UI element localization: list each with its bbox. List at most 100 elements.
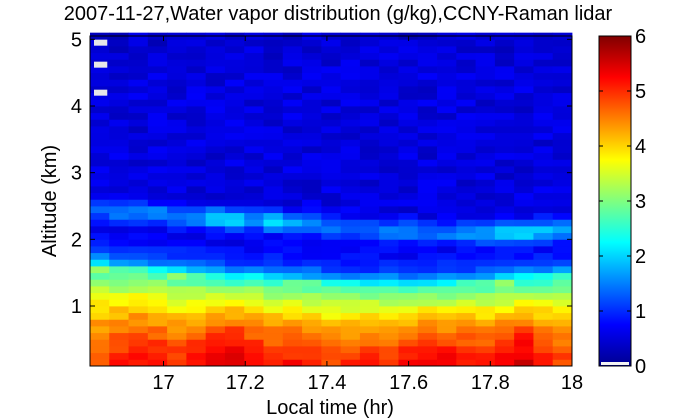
heatmap-cell	[147, 239, 168, 247]
heatmap-cell	[224, 192, 245, 200]
heatmap-cell	[359, 192, 380, 200]
heatmap-cell	[109, 172, 129, 180]
heatmap-cell	[109, 86, 129, 94]
heatmap-cell	[205, 286, 226, 294]
heatmap-cell	[167, 246, 187, 254]
heatmap-cell	[456, 99, 476, 107]
heatmap-cell	[224, 159, 245, 167]
heatmap-cell	[456, 59, 476, 67]
heatmap-cell	[437, 132, 457, 140]
heatmap-cell	[533, 192, 554, 200]
heatmap-cell	[475, 339, 496, 347]
heatmap-cell	[514, 79, 534, 87]
heatmap-cell	[552, 166, 573, 174]
heatmap-cell	[514, 206, 534, 214]
heatmap-cell	[475, 292, 496, 300]
heatmap-cell	[456, 272, 476, 280]
heatmap-cell	[263, 72, 284, 80]
heatmap-cell	[514, 332, 534, 340]
heatmap-cell	[109, 339, 129, 347]
heatmap-cell	[167, 132, 187, 140]
heatmap-cell	[533, 159, 554, 167]
heatmap-cell	[398, 306, 419, 314]
heatmap-cell	[109, 186, 129, 194]
heatmap-cell	[398, 206, 419, 214]
heatmap-cell	[321, 79, 342, 87]
heatmap-cell	[282, 326, 303, 334]
heatmap-cell	[514, 119, 534, 127]
heatmap-cell	[282, 319, 303, 327]
heatmap-cell	[533, 79, 554, 87]
heatmap-cell	[398, 179, 419, 187]
heatmap-cell	[167, 172, 187, 180]
heatmap-cell	[475, 259, 496, 267]
heatmap-cell	[282, 72, 303, 80]
heatmap-cell	[340, 66, 361, 74]
heatmap-cell	[417, 172, 438, 180]
heatmap-cell	[263, 59, 284, 67]
heatmap-cell	[340, 159, 361, 167]
heatmap-cell	[224, 79, 245, 87]
heatmap-cell	[128, 106, 149, 114]
heatmap-cell	[263, 206, 284, 214]
heatmap-cell	[263, 92, 284, 100]
heatmap-cell	[398, 106, 419, 114]
heatmap-cell	[109, 166, 129, 174]
heatmap-cell	[205, 66, 226, 74]
heatmap-cell	[282, 359, 303, 367]
heatmap-cell	[186, 166, 207, 174]
heatmap-cell	[244, 286, 264, 294]
heatmap-cell	[90, 139, 110, 147]
heatmap-cell	[398, 286, 419, 294]
heatmap-cell	[109, 106, 129, 114]
heatmap-cell	[90, 252, 110, 260]
heatmap-cell	[302, 266, 322, 274]
heatmap-cell	[359, 66, 380, 74]
heatmap-cell	[456, 292, 476, 300]
heatmap-cell	[379, 52, 399, 60]
heatmap-cell	[494, 199, 515, 207]
heatmap-cell	[302, 52, 322, 60]
heatmap-cell	[398, 166, 419, 174]
heatmap-cell	[282, 46, 303, 54]
heatmap-cell	[302, 226, 322, 234]
heatmap-cell	[224, 352, 245, 360]
heatmap-cell	[205, 332, 226, 340]
heatmap-cell	[494, 306, 515, 314]
heatmap-cell	[244, 59, 264, 67]
heatmap-cell	[398, 46, 419, 54]
missing-data-mark	[94, 89, 108, 96]
heatmap-cell	[147, 219, 168, 227]
heatmap-cell	[302, 359, 322, 367]
heatmap-cell	[109, 332, 129, 340]
heatmap-cell	[321, 106, 342, 114]
heatmap-cell	[340, 306, 361, 314]
heatmap-cell	[398, 339, 419, 347]
heatmap-cell	[398, 72, 419, 80]
heatmap-cell	[109, 299, 129, 307]
heatmap-cell	[379, 112, 399, 120]
heatmap-cell	[263, 172, 284, 180]
heatmap-cell	[456, 52, 476, 60]
heatmap-cell	[186, 226, 207, 234]
heatmap-cell	[321, 286, 342, 294]
heatmap-cell	[282, 346, 303, 354]
heatmap-cell	[109, 326, 129, 334]
heatmap-cell	[417, 52, 438, 60]
heatmap-cell	[340, 52, 361, 60]
heatmap-cell	[128, 112, 149, 120]
heatmap-cell	[379, 299, 399, 307]
heatmap-cell	[224, 126, 245, 134]
heatmap-cell	[109, 179, 129, 187]
heatmap-cell	[128, 346, 149, 354]
heatmap-cell	[475, 346, 496, 354]
heatmap-cell	[128, 186, 149, 194]
heatmap-cell	[128, 86, 149, 94]
heatmap-cell	[167, 186, 187, 194]
heatmap-cell	[186, 239, 207, 247]
heatmap-cell	[494, 292, 515, 300]
heatmap-cell	[128, 119, 149, 127]
heatmap-cell	[244, 146, 264, 154]
heatmap-cell	[340, 99, 361, 107]
heatmap-cell	[167, 126, 187, 134]
